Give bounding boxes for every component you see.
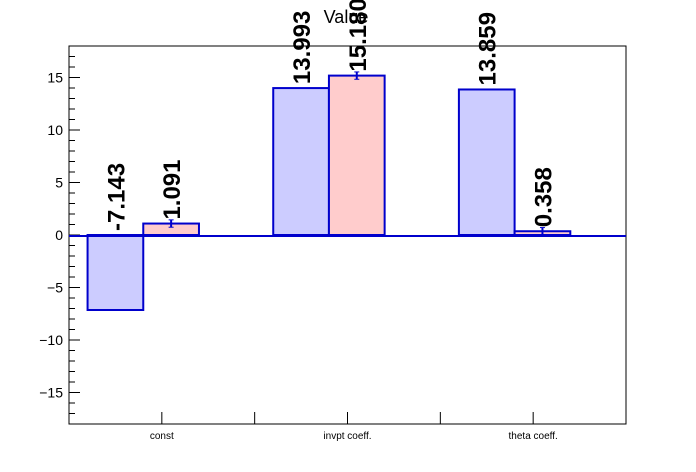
data-label: 13.859 bbox=[475, 12, 502, 85]
bar bbox=[86, 234, 145, 312]
data-label: 13.993 bbox=[289, 11, 316, 84]
y-tick-label: −10 bbox=[39, 332, 63, 348]
y-tick-label: 15 bbox=[47, 70, 63, 86]
chart-title: Value bbox=[324, 7, 369, 27]
x-category-label: const bbox=[150, 431, 174, 442]
data-label: 0.358 bbox=[530, 167, 557, 227]
y-tick-label: 5 bbox=[55, 175, 63, 191]
bar bbox=[327, 74, 386, 236]
bar bbox=[457, 88, 516, 236]
data-label: 15.180 bbox=[345, 0, 372, 72]
y-tick-label: 10 bbox=[47, 122, 63, 138]
x-category-label: invpt coeff. bbox=[323, 431, 371, 442]
y-tick-label: −15 bbox=[39, 385, 63, 401]
bar bbox=[272, 87, 330, 236]
y-tick-label: −5 bbox=[47, 280, 63, 296]
data-label: 1.091 bbox=[159, 159, 186, 219]
y-tick-label: 0 bbox=[55, 227, 63, 243]
x-category-label: theta coeff. bbox=[509, 431, 558, 442]
data-label: -7.143 bbox=[103, 163, 130, 231]
